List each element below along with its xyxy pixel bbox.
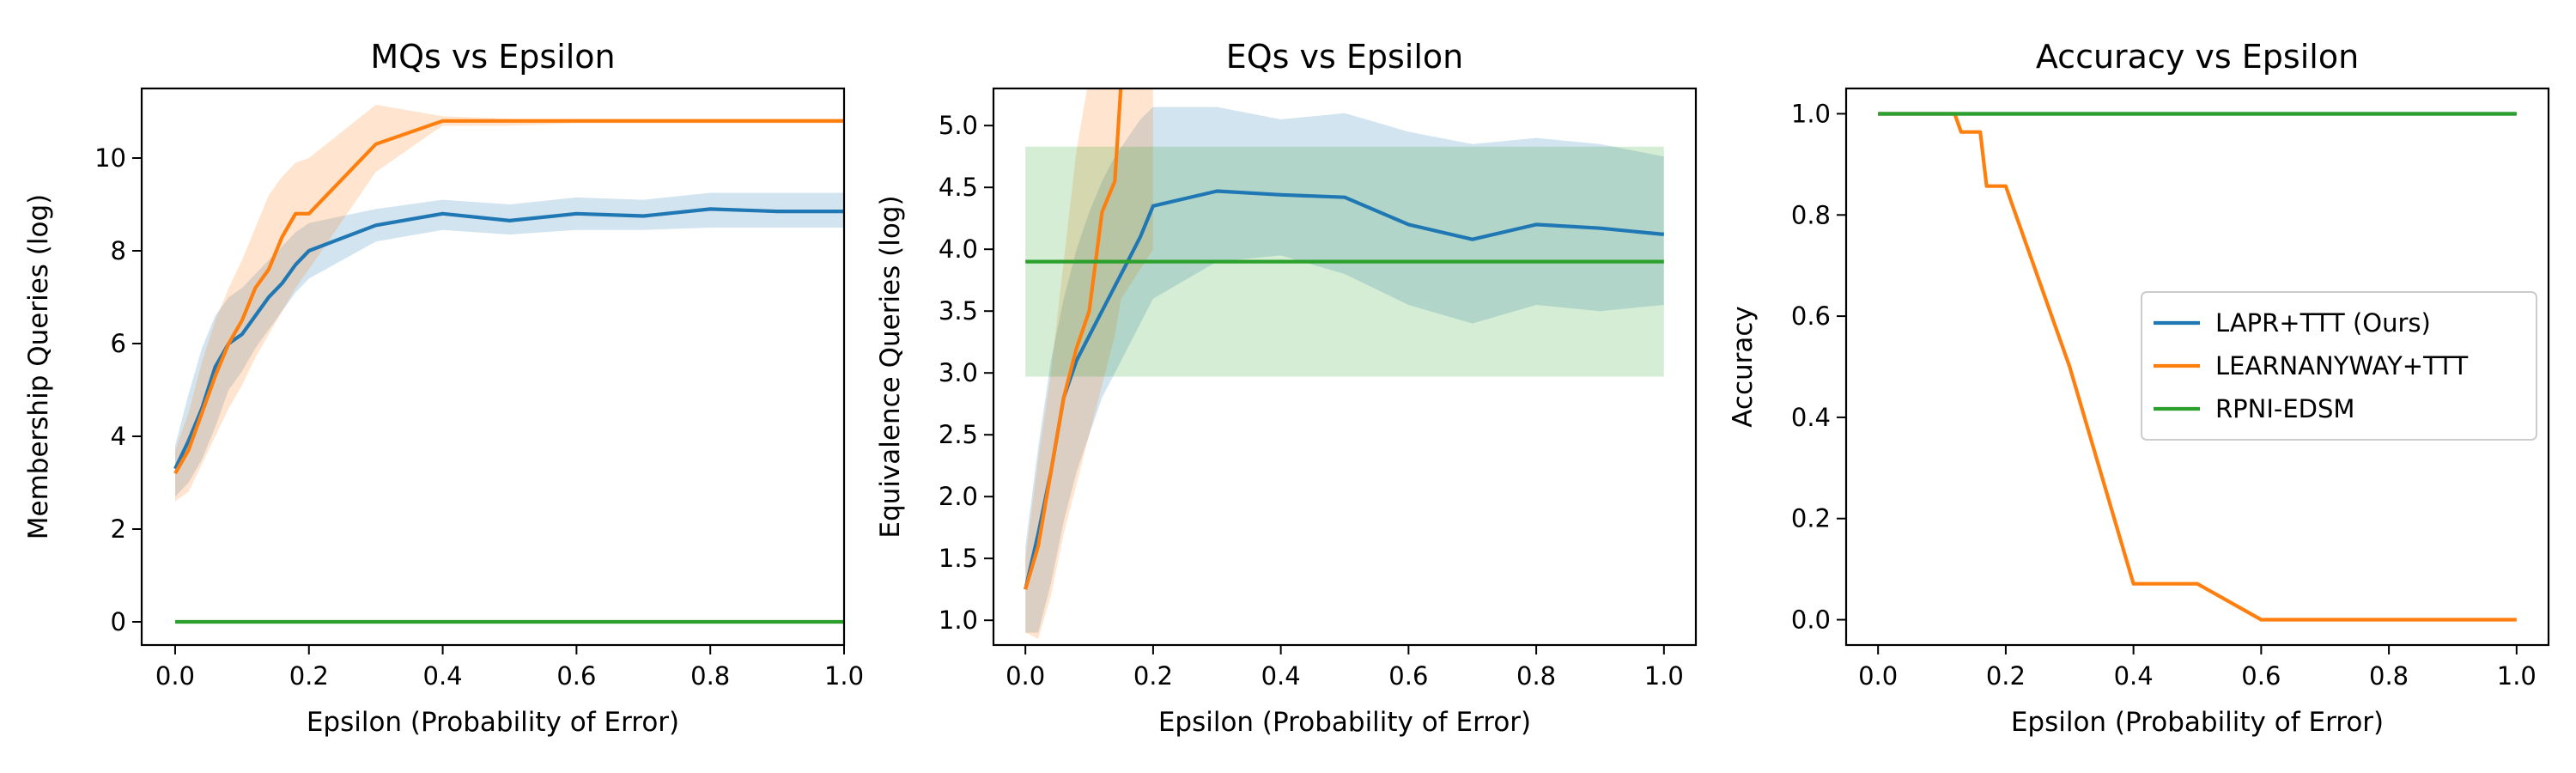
chart-1-line-lapr-ttt-ours [173,207,844,470]
chart-1: 0.0 0.2 0.4 0.6 0.8 1.0 0 2 4 6 8 10 MQs vs Epsilon E… [23,38,864,738]
chart-2-ytick-label: 4.5 [939,173,978,202]
chart-1-xlabel: Epsilon (Probability of Error) [307,707,679,738]
chart-2-line-learnanyway-ttt [1024,88,1123,590]
chart-3-legend-box [2141,291,2537,441]
chart-2-ytick-label: 2.0 [939,482,978,511]
chart-2-xtick-label: 0.2 [1133,661,1173,691]
chart-3-legend: LAPR+TTT (Ours) LEARNANYWAY+TTT RPNI-EDSM [2141,291,2537,441]
chart-3-ytick-label: 1.0 [1791,99,1831,128]
chart-3-title: Accuracy vs Epsilon [2036,38,2359,76]
chart-3-ytick-label: 0.8 [1791,200,1831,229]
chart-3-legend-label-learnanyway-ttt: LEARNANYWAY+TTT [2215,351,2469,380]
chart-2-xtick-label: 0.6 [1388,661,1428,691]
chart-1-xtick-label: 0.2 [289,661,329,691]
chart-1-xtick-label: 0.0 [155,661,195,691]
chart-3-ytick-label: 0.2 [1791,504,1831,533]
chart-1-band-lapr-ttt-ours [175,192,844,497]
chart-1-plot-area [173,104,844,624]
chart-1-xtick-label: 0.4 [423,661,463,691]
chart-2-ytick-label: 3.0 [939,358,978,387]
chart-2-xtick-label: 1.0 [1644,661,1684,691]
chart-1-xtick-label: 0.6 [556,661,596,691]
chart-3: 0.0 0.2 0.4 0.6 0.8 1.0 0.0 0.2 0.4 0.6 0.8 1.0 Accu… [1728,38,2550,738]
chart-2-xtick-label: 0.4 [1261,661,1301,691]
chart-2: 0.0 0.2 0.4 0.6 0.8 1.0 1.0 1.5 2.0 2.5 3.0 3.5 4.0 4… [875,38,1698,738]
chart-1-line-learnanyway-ttt [173,119,844,475]
chart-2-ylabel: Equivalence Queries (log) [875,195,906,538]
chart-1-ytick-label: 2 [111,514,126,544]
chart-1-axes-frame [140,87,846,647]
chart-3-xtick-label: 1.0 [2497,661,2537,691]
chart-1-band-learnanyway-ttt [175,104,844,502]
chart-1-xtick-label: 1.0 [824,661,864,691]
chart-3-line-learnanyway-ttt [1878,112,2517,622]
chart-3-legend-label-rpni-edsm: RPNI-EDSM [2215,394,2354,423]
chart-3-legend-label-lapr-ttt-ours: LAPR+TTT (Ours) [2215,308,2431,338]
chart-2-xlabel: Epsilon (Probability of Error) [1158,707,1531,738]
chart-1-ytick-label: 10 [94,143,126,173]
chart-1-title: MQs vs Epsilon [370,38,615,76]
chart-1-ylabel: Membership Queries (log) [23,194,54,539]
chart-2-ytick-label: 3.5 [939,296,978,326]
chart-3-xlabel: Epsilon (Probability of Error) [2011,707,2384,738]
chart-3-xtick-label: 0.2 [1986,661,2026,691]
chart-2-band-lapr-ttt-ours [1025,107,1664,633]
chart-2-ytick-label: 1.5 [939,544,978,573]
chart-1-ytick-label: 0 [111,607,126,636]
chart-3-xtick-label: 0.6 [2241,661,2281,691]
chart-1-ytick-label: 8 [111,236,126,265]
chart-2-xtick-label: 0.0 [1005,661,1045,691]
chart-1-ytick-label: 4 [111,422,126,451]
chart-3-xtick-label: 0.8 [2369,661,2409,691]
chart-2-ytick-label: 5.0 [939,111,978,140]
chart-3-ylabel: Accuracy [1728,306,1759,428]
chart-3-axes-frame [1844,87,2550,647]
chart-2-plot-area [1024,88,1665,639]
chart-3-xtick-label: 0.4 [2114,661,2154,691]
chart-3-ytick-label: 0.6 [1791,301,1831,331]
chart-2-ytick-label: 1.0 [939,606,978,635]
chart-1-xtick-label: 0.8 [690,661,730,691]
chart-2-xtick-label: 0.8 [1516,661,1556,691]
chart-3-ytick-label: 0.0 [1791,606,1831,635]
chart-1-ytick-label: 6 [111,329,126,358]
chart-3-ytick-label: 0.4 [1791,403,1831,432]
chart-2-ytick-label: 2.5 [939,420,978,449]
chart-2-ytick-label: 4.0 [939,234,978,264]
chart-3-plot-area [1878,112,2517,622]
chart-2-band-learnanyway-ttt [1025,88,1153,639]
chart-3-xtick-label: 0.0 [1858,661,1898,691]
chart-2-title: EQs vs Epsilon [1226,38,1464,76]
chart-2-axes-frame [992,87,1698,647]
